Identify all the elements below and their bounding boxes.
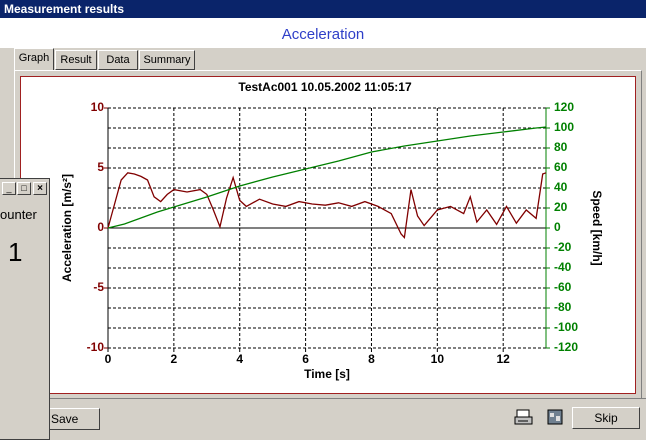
y2-axis-label: Speed [km/h] (590, 190, 604, 265)
chart-title: TestAc001 10.05.2002 11:05:17 (238, 80, 412, 94)
y-tick-label: 0 (97, 220, 104, 234)
x-tick-label: 0 (105, 352, 112, 366)
x-tick-label: 4 (236, 352, 243, 366)
counter-titlebar: _ □ × (0, 179, 49, 197)
y-axis-label: Acceleration [m/s²] (60, 174, 74, 282)
y2-tick-label: -40 (554, 260, 572, 274)
minimize-button[interactable]: _ (2, 182, 16, 195)
maximize-button[interactable]: □ (17, 182, 31, 195)
y2-tick-label: -60 (554, 280, 572, 294)
x-tick-label: 12 (497, 352, 511, 366)
printer-icon (514, 409, 533, 425)
save-button[interactable]: Save (44, 408, 100, 430)
y-tick-label: 5 (97, 160, 104, 174)
y2-tick-label: 20 (554, 200, 568, 214)
export-button[interactable] (544, 406, 568, 430)
plot-frame (20, 76, 636, 394)
x-tick-label: 10 (431, 352, 445, 366)
y2-tick-label: -80 (554, 300, 572, 314)
tab[interactable]: Summary (139, 50, 195, 70)
y2-tick-label: -100 (554, 320, 578, 334)
y2-tick-label: 40 (554, 180, 568, 194)
y2-tick-label: 80 (554, 140, 568, 154)
y2-tick-label: -120 (554, 340, 578, 354)
y-tick-label: -5 (93, 280, 104, 294)
counter-label: ounter (0, 207, 37, 222)
y2-tick-label: -20 (554, 240, 572, 254)
tab[interactable]: Graph (14, 48, 54, 71)
close-button[interactable]: × (33, 182, 47, 195)
y2-tick-label: 0 (554, 220, 561, 234)
header: Acceleration (0, 18, 646, 48)
tab[interactable]: Result (55, 50, 97, 70)
series-line (107, 172, 547, 240)
y2-tick-label: 100 (554, 120, 574, 134)
x-axis-label: Time [s] (304, 367, 350, 381)
tab[interactable]: Data (98, 50, 138, 70)
counter-value: 1 (8, 237, 23, 267)
series-line (107, 126, 547, 229)
skip-button[interactable]: Skip (572, 407, 640, 429)
y2-tick-label: 60 (554, 160, 568, 174)
x-tick-label: 2 (171, 352, 178, 366)
y2-tick-label: 120 (554, 100, 574, 114)
print-button[interactable] (512, 406, 536, 430)
x-tick-label: 6 (302, 352, 309, 366)
window-title: Measurement results (0, 0, 646, 18)
x-tick-label: 8 (368, 352, 375, 366)
y-tick-label: -10 (87, 340, 105, 354)
y-tick-label: 10 (91, 100, 105, 114)
counter-window: _ □ × ounter 1 (0, 178, 50, 440)
export-icon (547, 409, 563, 425)
button-bar (0, 398, 646, 440)
